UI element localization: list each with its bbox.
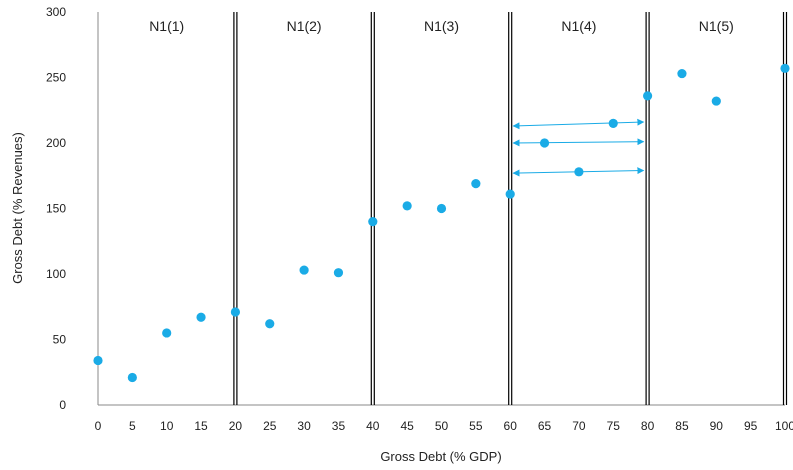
x-tick-label: 25 [263,419,277,433]
data-point [643,91,653,101]
data-point [196,312,206,322]
y-tick-labels: 0 50 100 150 200 250 300 [46,5,66,412]
y-tick-label: 200 [46,136,66,150]
x-tick-label: 45 [400,419,414,433]
range-arrows [512,118,645,177]
x-axis-title: Gross Debt (% GDP) [380,449,501,464]
x-tick-label: 100 [775,419,793,433]
x-tick-label: 60 [504,419,518,433]
y-axis-title: Gross Debt (% Revenues) [10,132,25,284]
x-tick-labels: 0 5 10 15 20 25 30 35 40 45 50 55 60 65 70 75 80 85 90 95 10… [95,419,793,433]
data-point [127,372,137,383]
data-point [299,265,309,275]
region-label: N1(5) [699,18,734,34]
x-tick-label: 10 [160,419,174,433]
x-tick-label: 50 [435,419,449,433]
data-point [436,203,447,214]
data-point [265,319,275,329]
region-label: N1(4) [561,18,596,34]
data-point [574,167,584,177]
data-point [162,328,172,338]
data-point [711,96,721,106]
axes [97,12,785,406]
x-tick-label: 20 [229,419,243,433]
data-point [368,217,378,227]
x-tick-label: 95 [744,419,758,433]
y-tick-label: 100 [46,267,66,281]
range-arrow [512,138,645,147]
y-tick-label: 150 [46,202,66,216]
x-tick-label: 5 [129,419,136,433]
x-tick-label: 35 [332,419,346,433]
data-point [505,189,515,199]
y-tick-label: 250 [46,71,66,85]
data-point [402,201,412,211]
region-labels: N1(1) N1(2) N1(3) N1(4) N1(5) [149,18,734,34]
data-point [333,268,344,278]
x-tick-label: 75 [607,419,621,433]
x-tick-label: 70 [572,419,586,433]
x-tick-label: 90 [710,419,724,433]
region-label: N1(1) [149,18,184,34]
data-point [608,118,618,128]
data-point [471,179,481,189]
y-tick-label: 300 [46,5,66,19]
x-tick-label: 40 [366,419,380,433]
x-tick-label: 0 [95,419,102,433]
x-tick-label: 85 [675,419,689,433]
region-label: N1(3) [424,18,459,34]
data-point [93,355,103,366]
x-tick-label: 65 [538,419,552,433]
x-tick-label: 80 [641,419,655,433]
x-tick-label: 15 [194,419,208,433]
x-tick-label: 30 [297,419,311,433]
data-point [780,63,790,73]
data-point [230,307,240,317]
y-tick-label: 50 [53,333,67,347]
y-tick-label: 0 [59,398,66,412]
data-point [539,138,550,148]
region-label: N1(2) [287,18,322,34]
data-point [677,68,687,79]
region-dividers [233,12,788,405]
data-points [93,63,790,383]
x-tick-label: 55 [469,419,483,433]
range-arrow [512,118,645,130]
